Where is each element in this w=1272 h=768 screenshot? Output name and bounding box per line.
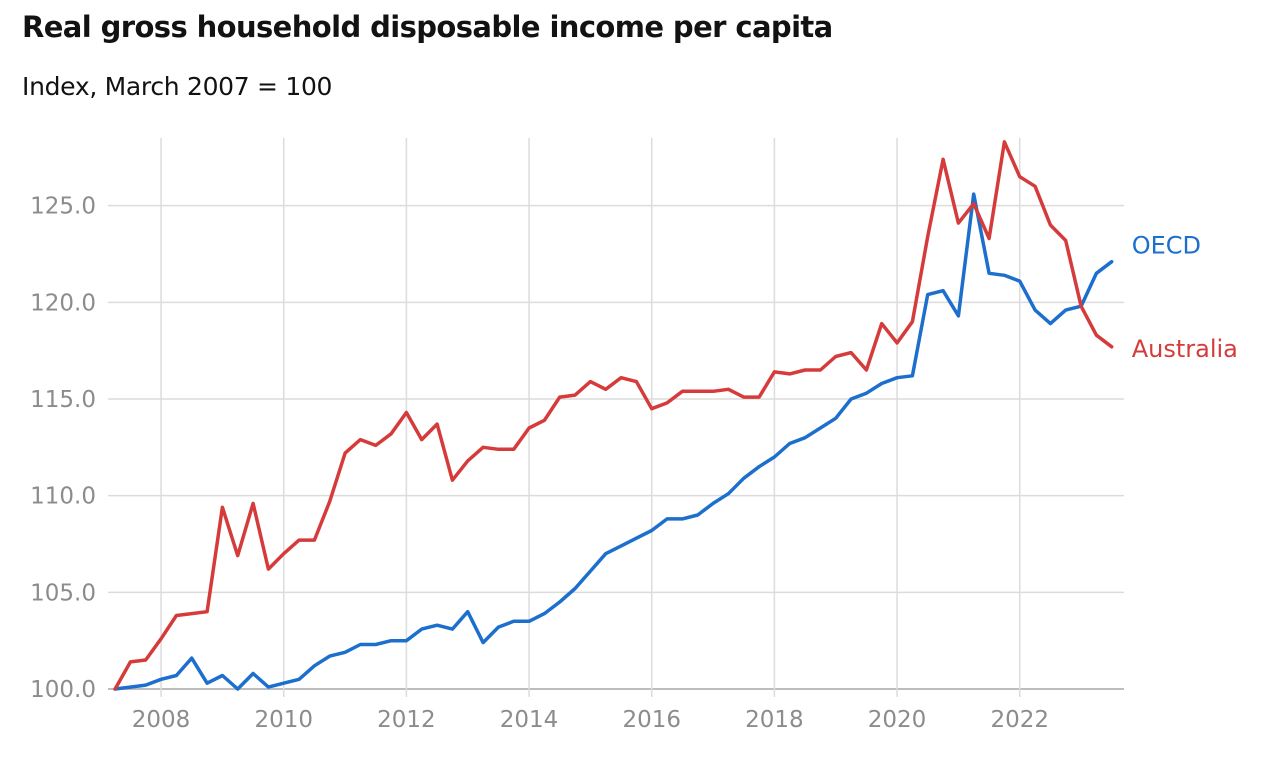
x-tick-label: 2008 — [132, 707, 191, 733]
y-tick-label: 105.0 — [30, 580, 96, 606]
series-line-australia — [113, 140, 1114, 691]
grid-lines — [108, 138, 1124, 697]
x-tick-label: 2014 — [500, 707, 559, 733]
series-label-australia: Australia — [1132, 335, 1238, 363]
chart-title: Real gross household disposable income p… — [22, 10, 833, 44]
x-tick-label: 2020 — [868, 707, 927, 733]
x-tick-label: 2012 — [377, 707, 436, 733]
chart-subtitle: Index, March 2007 = 100 — [22, 72, 333, 101]
y-tick-label: 100.0 — [30, 677, 96, 703]
y-tick-label: 110.0 — [30, 484, 96, 510]
x-tick-label: 2018 — [745, 707, 804, 733]
x-axis-ticks: 2008 2010 2012 2014 2016 2018 2020 2022 — [132, 707, 1049, 733]
x-tick-label: 2010 — [254, 707, 313, 733]
x-tick-label: 2016 — [622, 707, 681, 733]
y-tick-label: 115.0 — [30, 387, 96, 413]
series-labels: OECD Australia — [1132, 232, 1238, 363]
series-lines — [113, 140, 1114, 691]
series-line-oecd — [113, 192, 1114, 691]
y-tick-label: 120.0 — [30, 290, 96, 316]
series-label-oecd: OECD — [1132, 232, 1201, 260]
y-axis-ticks: 100.0 105.0 110.0 115.0 120.0 125.0 — [30, 194, 96, 703]
x-tick-label: 2022 — [990, 707, 1049, 733]
y-tick-label: 125.0 — [30, 194, 96, 220]
